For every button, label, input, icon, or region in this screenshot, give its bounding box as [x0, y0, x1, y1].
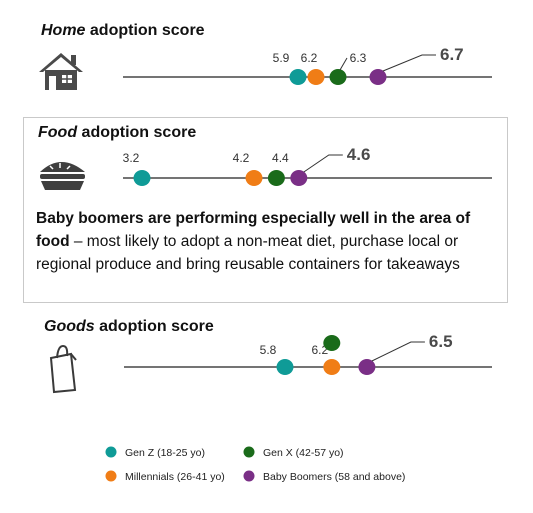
- food-millennials-dot: [245, 170, 263, 186]
- home-gen-z-dot: [289, 69, 307, 85]
- food-baby-boomers-value-label: 4.6: [347, 145, 371, 164]
- legend-label-baby-boomers: Baby Boomers (58 and above): [263, 471, 405, 483]
- house-icon: [39, 53, 83, 90]
- home-title-rest: adoption score: [85, 22, 205, 39]
- goods-title-emph: Goods: [44, 318, 95, 335]
- food-gen-x-value-label: 4.4: [272, 151, 289, 165]
- food-title-emph: Food: [38, 124, 78, 141]
- food-highlight-box: [23, 117, 508, 303]
- legend-label-gen-z: Gen Z (18-25 yo): [125, 447, 205, 459]
- home-score-chart: 5.9 6.2 6.3 6.7: [123, 45, 492, 85]
- home-title-emph: Home: [41, 22, 86, 39]
- goods-gen-z-dot: [276, 359, 294, 375]
- food-baby-boomers-dot: [290, 170, 308, 186]
- home-baby-boomers-dot: [369, 69, 387, 85]
- food-description: Baby boomers are performing especially w…: [36, 207, 506, 276]
- food-score-chart: 3.2 4.2 4.4 4.6: [123, 145, 492, 186]
- legend-swatch-millennials: [105, 470, 117, 482]
- food-title-rest: adoption score: [77, 124, 197, 141]
- legend-swatch-baby-boomers: [243, 470, 255, 482]
- shopping-bag-icon: [49, 344, 77, 394]
- legend-label-gen-x: Gen X (42-57 yo): [263, 447, 344, 459]
- home-section-title: Home adoption score: [41, 22, 205, 40]
- food-baby-boomers-leader-line: [303, 154, 343, 173]
- home-gen-x-dot: [329, 69, 347, 85]
- home-millennials-dot: [307, 69, 325, 85]
- legend-swatch-gen-x: [243, 446, 255, 458]
- home-gen-x-leader-line: [339, 57, 348, 71]
- goods-title-rest: adoption score: [94, 318, 214, 335]
- food-gen-z-value-label: 3.2: [123, 151, 140, 165]
- home-gen-x-value-label: 6.3: [350, 51, 367, 65]
- food-gen-z-dot: [133, 170, 151, 186]
- goods-score-chart: 5.8 6.2 6.5: [124, 332, 492, 375]
- home-millennials-value-label: 6.2: [301, 51, 318, 65]
- home-baby-boomers-value-label: 6.7: [440, 45, 464, 64]
- goods-baby-boomers-value-label: 6.5: [429, 332, 453, 351]
- goods-baby-boomers-leader-line: [371, 341, 425, 362]
- goods-baby-boomers-dot: [358, 359, 376, 375]
- description-rest: – most likely to adopt a non-meat diet, …: [36, 233, 460, 273]
- goods-gen-x-dot: [323, 335, 341, 351]
- legend: Gen Z (18-25 yo) Gen X (42-57 yo) Millenni…: [105, 446, 405, 483]
- home-gen-z-value-label: 5.9: [273, 51, 290, 65]
- home-baby-boomers-leader-line: [382, 54, 436, 72]
- food-section-title: Food adoption score: [38, 124, 196, 142]
- food-millennials-value-label: 4.2: [233, 151, 250, 165]
- goods-millennials-dot: [323, 359, 341, 375]
- legend-label-millennials: Millennials (26-41 yo): [125, 471, 225, 483]
- food-gen-x-dot: [267, 170, 285, 186]
- goods-gen-z-value-label: 5.8: [260, 343, 277, 357]
- goods-section-title: Goods adoption score: [44, 318, 214, 336]
- legend-swatch-gen-z: [105, 446, 117, 458]
- pie-icon: [40, 162, 85, 190]
- description-bold: Baby boomers are performing especially w…: [36, 210, 471, 250]
